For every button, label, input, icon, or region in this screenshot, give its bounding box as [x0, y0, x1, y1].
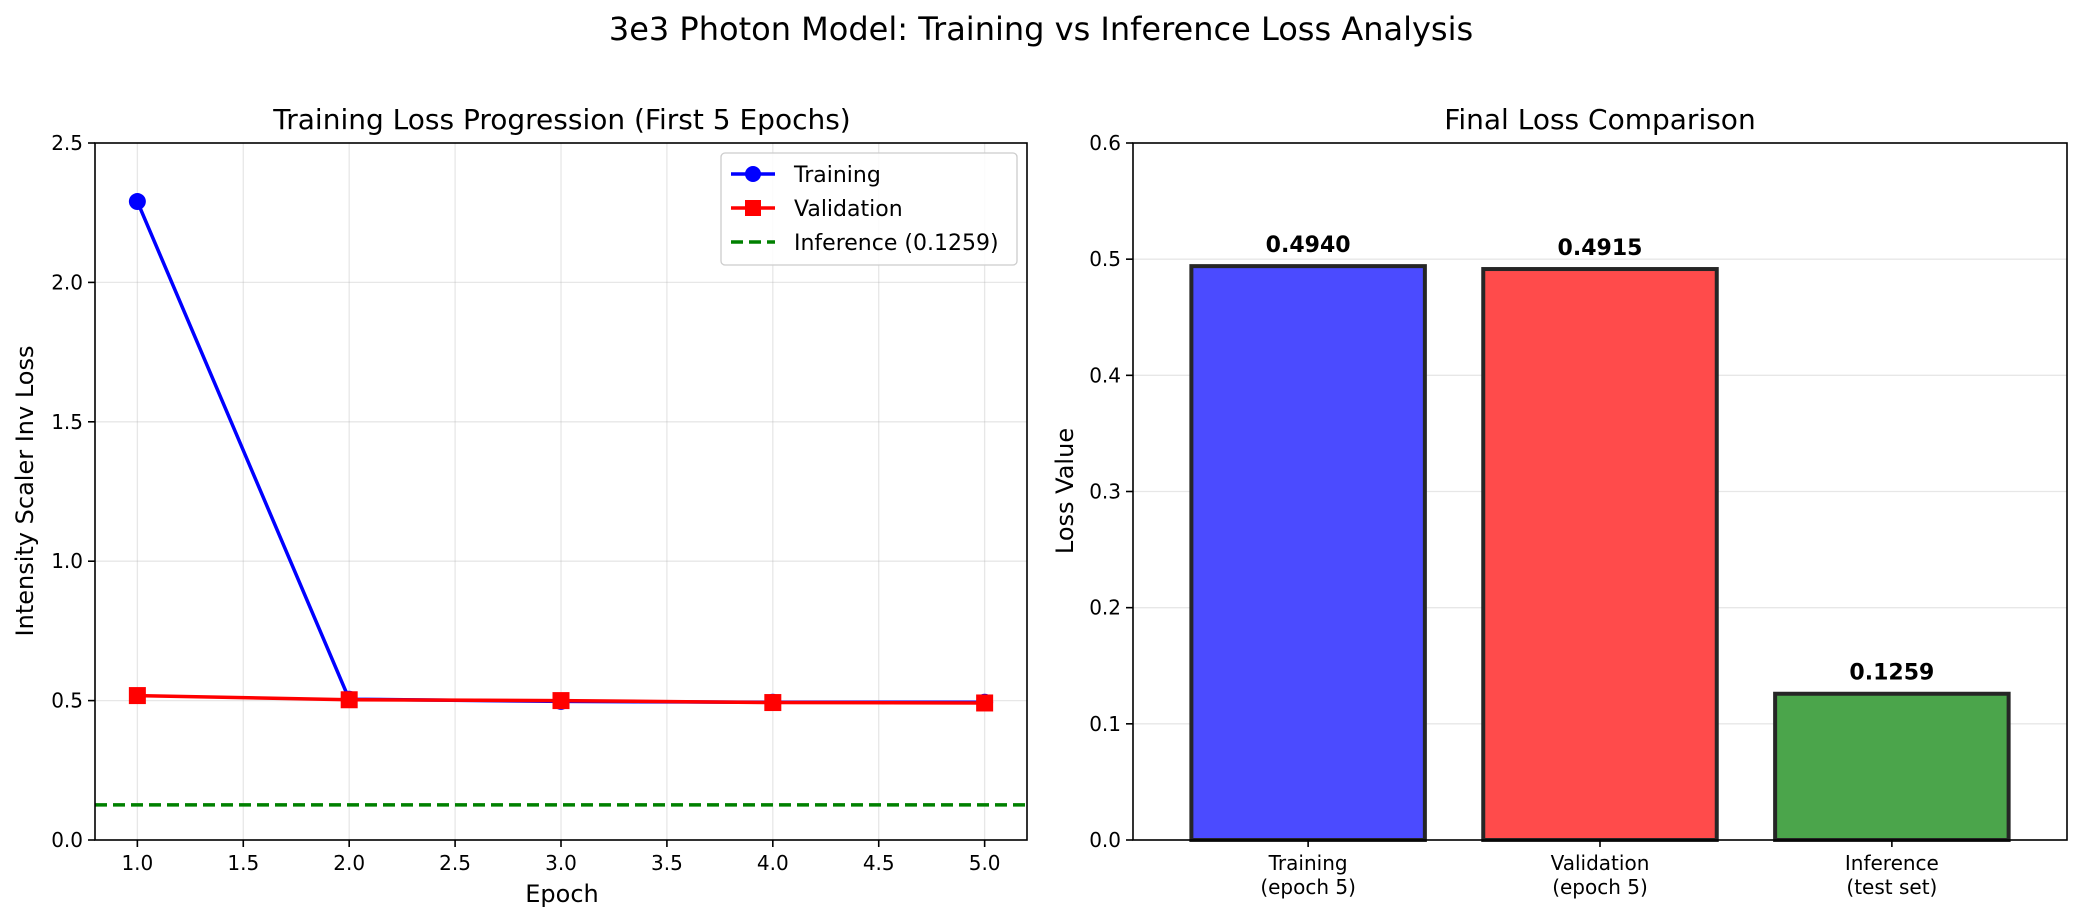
line-chart-ytick-label: 0.0 [51, 828, 83, 852]
legend-training-marker [745, 166, 761, 182]
bar-chart-ytick-label: 0.3 [1089, 480, 1121, 504]
validation-point [128, 687, 146, 705]
training-bar-value-label: 0.4940 [1266, 233, 1351, 258]
line-chart-ytick-label: 1.0 [51, 549, 83, 573]
validation-point [976, 694, 994, 712]
bar-chart-ytick-label: 0.0 [1089, 828, 1121, 852]
bar-chart-ylabel: Loss Value [1051, 428, 1079, 554]
line-chart-xtick-label: 1.0 [121, 851, 153, 875]
legend-entry-validation: Validation [731, 197, 903, 222]
line-chart-xlabel: Epoch [525, 880, 599, 908]
bar-chart-xtick-label: (epoch 5) [1260, 875, 1356, 899]
line-chart-ylabel: Intensity Scaler Inv Loss [11, 346, 39, 637]
bar-chart-ytick-label: 0.1 [1089, 712, 1121, 736]
validation-point [764, 694, 782, 712]
bar-chart-marks: 0.4940 0.4915 0.1259 [1189, 233, 2011, 842]
inference-bar-value-label: 0.1259 [1849, 661, 1934, 686]
validation-bar [1481, 267, 1719, 842]
line-chart-xtick-label: 3.5 [651, 851, 683, 875]
legend-box [720, 152, 1018, 266]
line-chart-ytick-label: 2.5 [51, 131, 83, 155]
legend-validation-marker [745, 200, 761, 216]
bar-chart-ytick-label: 0.5 [1089, 247, 1121, 271]
legend-inference-label: Inference (0.1259) [794, 231, 999, 256]
bar-chart-ytick-label: 0.4 [1089, 363, 1121, 387]
final-loss-bar-chart: Final Loss Comparison 0.4940 0.4915 0.1259… [1051, 103, 2068, 899]
figure-title: 3e3 Photon Model: Training vs Inference … [609, 10, 1473, 48]
validation-bar-value-label: 0.4915 [1558, 236, 1643, 261]
bar-chart-xtick-label: (epoch 5) [1552, 875, 1648, 899]
line-chart-grid [95, 142, 1027, 841]
bar-chart-xtick-label: Training [1268, 851, 1348, 875]
training-bar [1189, 264, 1427, 842]
legend-training-label: Training [793, 163, 881, 188]
bar-chart-xtick-label: Validation [1551, 851, 1650, 875]
line-chart-marks [95, 193, 1027, 807]
validation-point [552, 692, 570, 710]
bar-chart-title: Final Loss Comparison [1444, 103, 1755, 136]
training-point [128, 193, 146, 211]
legend-entry-training: Training [731, 163, 881, 188]
bar-chart-ytick-label: 0.6 [1089, 131, 1121, 155]
validation-point [340, 691, 358, 709]
line-chart-ytick-label: 0.5 [51, 689, 83, 713]
bar-chart-xtick-label: (test set) [1846, 875, 1937, 899]
legend-validation-label: Validation [794, 197, 903, 222]
line-chart-xtick-label: 3.0 [545, 851, 577, 875]
line-chart-ticks: 1.0 1.5 2.0 2.5 3.0 3.5 4.0 4.5 5.0 0.0 0.5 1.0 1.5 2… [51, 131, 1000, 875]
line-chart-xtick-label: 4.5 [863, 851, 895, 875]
legend-entry-inference: Inference (0.1259) [731, 231, 999, 256]
line-chart-ytick-label: 1.5 [51, 410, 83, 434]
line-chart-title: Training Loss Progression (First 5 Epoch… [272, 103, 850, 136]
bar-chart-ytick-label: 0.2 [1089, 596, 1121, 620]
inference-bar [1773, 691, 2011, 842]
line-chart-xtick-label: 2.5 [439, 851, 471, 875]
line-chart-xtick-label: 1.5 [227, 851, 259, 875]
line-chart-legend: Training Validation Inference (0.1259) [720, 152, 1018, 266]
line-chart-ytick-label: 2.0 [51, 270, 83, 294]
training-loss-line-chart: Training Loss Progression (First 5 Epoch… [11, 103, 1028, 908]
line-chart-xtick-label: 4.0 [757, 851, 789, 875]
line-chart-xtick-label: 5.0 [969, 851, 1001, 875]
line-chart-xtick-label: 2.0 [333, 851, 365, 875]
bar-chart-xtick-label: Inference [1845, 851, 1939, 875]
